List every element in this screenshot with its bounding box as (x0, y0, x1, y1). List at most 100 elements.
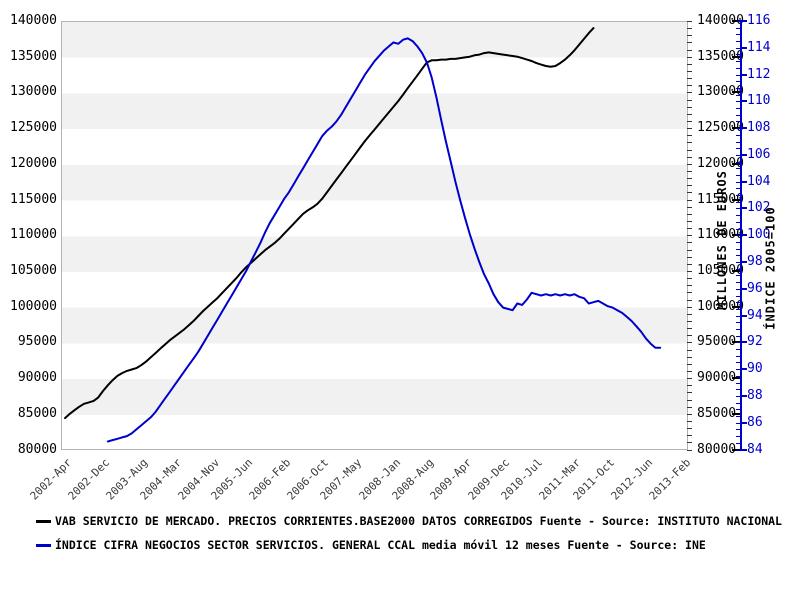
index-axis-tick (740, 73, 747, 76)
index-minor-tick (736, 369, 740, 371)
left-axis-tick-label: 120000 (10, 155, 57, 171)
index-minor-tick (736, 449, 740, 451)
index-minor-tick (736, 262, 740, 264)
right-index-tick-label: 98 (747, 254, 763, 270)
euro-minor-dash (687, 242, 692, 244)
euro-minor-dash (687, 213, 692, 215)
indice-legend-swatch (36, 544, 51, 547)
euro-minor-dash (687, 106, 692, 108)
index-axis-tick (740, 153, 747, 156)
index-minor-tick (736, 47, 740, 49)
index-minor-tick (736, 114, 740, 116)
index-minor-tick (736, 308, 740, 310)
index-minor-tick (736, 221, 740, 223)
euro-minor-dash (687, 63, 692, 65)
euro-minor-dash (687, 21, 692, 22)
euro-minor-dash (687, 385, 692, 387)
index-minor-tick (736, 128, 740, 130)
euro-minor-dash (687, 42, 692, 44)
right-euro-tick-label: 130000 (697, 84, 744, 100)
vab-series-line (64, 27, 595, 420)
index-minor-tick (736, 54, 740, 56)
euro-minor-dash (687, 320, 692, 322)
right-euro-tick-label: 95000 (697, 334, 737, 350)
euro-minor-dash (687, 28, 692, 30)
index-minor-tick (736, 342, 740, 344)
euro-minor-dash (687, 342, 692, 344)
euro-axis-tick (732, 55, 740, 58)
right-index-tick-label: 104 (747, 173, 771, 189)
right-index-tick-label: 90 (747, 361, 763, 377)
euro-minor-dash (687, 299, 692, 301)
euro-minor-dash (687, 170, 692, 172)
index-minor-tick (736, 87, 740, 89)
index-axis-tick (740, 20, 747, 22)
euro-minor-dash (687, 135, 692, 137)
plot-area (61, 21, 688, 450)
index-minor-tick (736, 174, 740, 176)
euro-minor-dash (687, 113, 692, 115)
euro-minor-dash (687, 263, 692, 265)
euro-minor-dash (687, 335, 692, 337)
euro-minor-dash (687, 449, 692, 451)
index-minor-tick (736, 275, 740, 277)
euro-minor-dash (687, 292, 692, 294)
euro-minor-dash (687, 35, 692, 37)
right-euro-tick-label: 85000 (697, 405, 737, 421)
index-minor-tick (736, 94, 740, 96)
euro-minor-dash (687, 85, 692, 87)
left-axis-tick-label: 85000 (17, 405, 57, 421)
index-minor-tick (736, 268, 740, 270)
index-minor-tick (736, 409, 740, 411)
index-minor-tick (736, 429, 740, 431)
index-minor-tick (736, 248, 740, 250)
right-index-tick-label: 102 (747, 200, 771, 216)
index-axis-tick (740, 448, 747, 451)
index-minor-tick (736, 422, 740, 424)
index-minor-tick (736, 108, 740, 110)
index-minor-tick (736, 74, 740, 76)
euro-minor-dash (687, 178, 692, 180)
index-minor-tick (736, 255, 740, 257)
euro-minor-dash (687, 256, 692, 258)
index-minor-tick (736, 21, 740, 22)
euro-minor-dash (687, 142, 692, 144)
index-minor-tick (736, 141, 740, 143)
index-minor-tick (736, 154, 740, 156)
left-axis-tick-label: 90000 (17, 370, 57, 386)
index-minor-tick (736, 195, 740, 197)
euro-minor-dash (687, 235, 692, 237)
euro-minor-dash (687, 156, 692, 158)
euro-minor-dash (687, 413, 692, 415)
euro-axis-tick (732, 377, 740, 380)
euro-minor-dash (687, 313, 692, 315)
index-minor-tick (736, 61, 740, 63)
index-axis-tick (740, 341, 747, 344)
right-index-tick-label: 114 (747, 39, 771, 55)
index-axis-tick (740, 261, 747, 264)
index-minor-tick (736, 395, 740, 397)
indice-legend-label: ÍNDICE CIFRA NEGOCIOS SECTOR SERVICIOS. … (55, 538, 706, 552)
index-axis-tick (740, 207, 747, 210)
euro-minor-dash (687, 199, 692, 201)
euro-minor-dash (687, 220, 692, 222)
index-minor-tick (736, 81, 740, 83)
index-minor-tick (736, 67, 740, 69)
index-axis-tick (740, 100, 747, 103)
euro-axis-tick (732, 305, 740, 308)
right-euro-tick-label: 100000 (697, 298, 744, 314)
index-minor-tick (736, 208, 740, 210)
index-minor-tick (736, 34, 740, 36)
euro-minor-dash (687, 270, 692, 272)
euro-minor-dash (687, 370, 692, 372)
vab-legend-swatch (36, 520, 51, 523)
euro-minor-dash (687, 278, 692, 280)
index-minor-tick (736, 328, 740, 330)
right-euro-axis-title: MILLONES DE EUROS (715, 170, 729, 310)
index-minor-tick (736, 416, 740, 418)
right-index-tick-label: 86 (747, 414, 763, 430)
series-lines-layer (64, 27, 662, 443)
right-index-tick-label: 112 (747, 66, 771, 82)
index-axis-tick (740, 46, 747, 49)
index-axis-tick (740, 368, 747, 371)
